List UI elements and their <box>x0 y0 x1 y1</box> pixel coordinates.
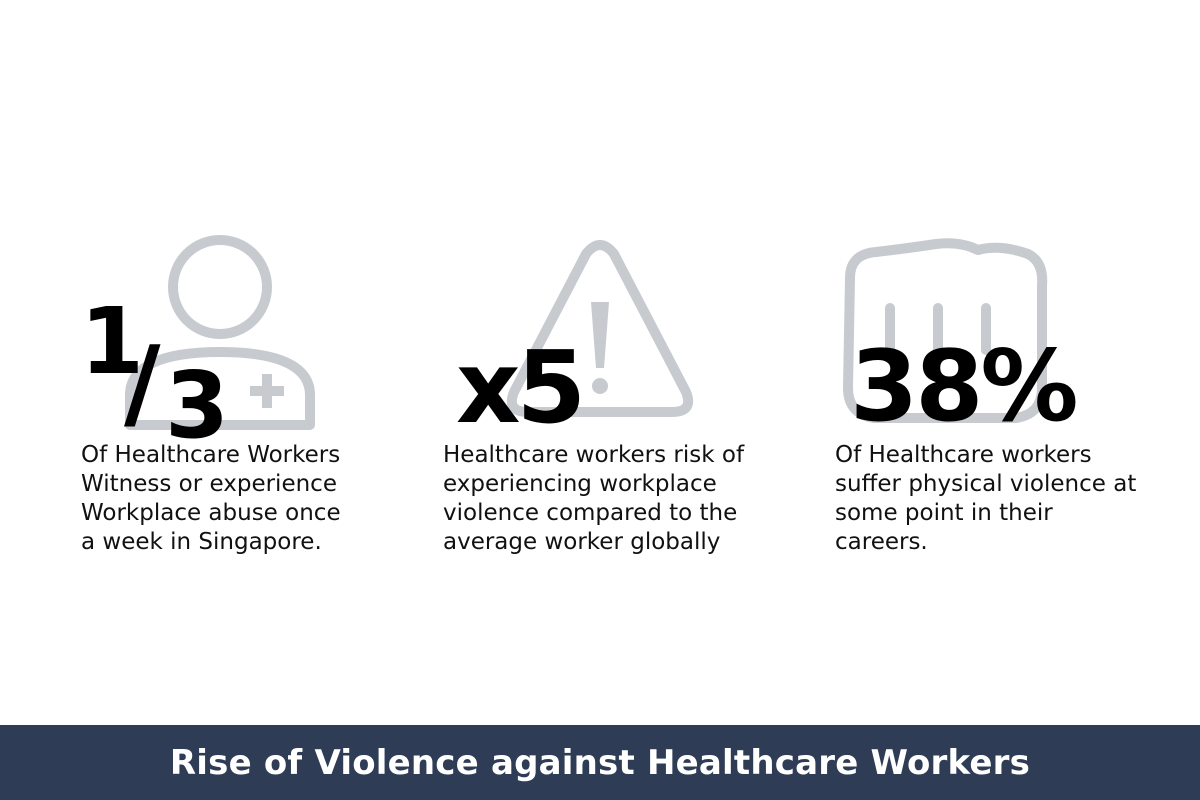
fist-icon <box>840 238 1050 428</box>
stat-description-line: Of Healthcare workers <box>835 442 1092 468</box>
stat-value-x5: x5 <box>456 329 586 446</box>
stat-description-line: some point in their <box>835 500 1053 526</box>
stat-description-line: Healthcare workers risk of <box>443 442 745 468</box>
stat-fraction-denominator: 3 <box>165 352 230 459</box>
stat-description-line: Workplace abuse once <box>81 500 341 526</box>
footer-banner: Rise of Violence against Healthcare Work… <box>0 725 1200 800</box>
stat-description-3: Of Healthcare workers suffer physical vi… <box>835 441 1136 557</box>
stat-value-percent: 38% <box>850 330 1079 444</box>
stat-description-2: Healthcare workers risk of experiencing … <box>443 441 744 557</box>
footer-title: Rise of Violence against Healthcare Work… <box>169 742 1031 783</box>
stat-description-line: careers. <box>835 529 928 555</box>
warning-triangle-icon <box>500 240 700 420</box>
stat-fraction-numerator: 1 <box>80 288 145 395</box>
stat-description-1: Of Healthcare Workers Witness or experie… <box>81 441 341 557</box>
stat-description-line: a week in Singapore. <box>81 529 322 555</box>
healthcare-worker-icon <box>120 235 320 435</box>
stat-description-line: average worker globally <box>443 529 721 555</box>
stat-description-line: suffer physical violence at <box>835 471 1137 497</box>
stat-description-line: violence compared to the <box>443 500 738 526</box>
stat-description-line: Of Healthcare Workers <box>81 442 341 468</box>
stat-description-line: experiencing workplace <box>443 471 717 497</box>
stat-fraction-slash: / <box>124 324 161 441</box>
stat-description-line: Witness or experience <box>81 471 337 497</box>
